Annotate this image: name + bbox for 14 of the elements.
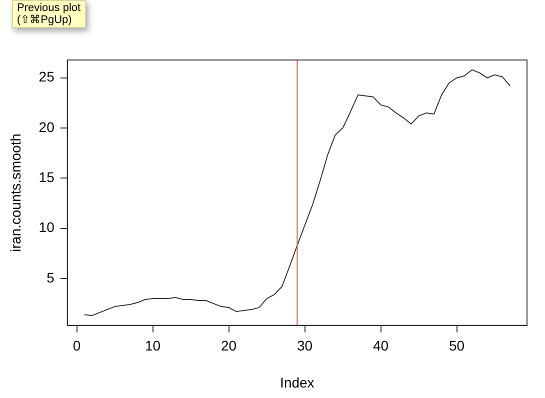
y-tick-label: 5 — [46, 269, 55, 286]
x-tick-label: 40 — [372, 338, 389, 354]
x-tick-label: 0 — [72, 338, 81, 354]
x-tick-label: 20 — [221, 338, 237, 354]
y-tick-label: 20 — [38, 118, 55, 135]
y-tick-label: 10 — [38, 219, 55, 236]
y-tick-label: 25 — [38, 68, 55, 85]
x-axis-title: Index — [280, 374, 314, 390]
x-tick-label: 50 — [448, 338, 465, 354]
y-tick-label: 15 — [38, 169, 55, 186]
y-axis-title: iran.counts.smooth — [7, 134, 24, 252]
x-tick-label: 10 — [145, 338, 161, 354]
text: Previous plot (⇧⌘PgUp) — [12, 0, 86, 28]
x-tick-label: 30 — [296, 338, 313, 354]
